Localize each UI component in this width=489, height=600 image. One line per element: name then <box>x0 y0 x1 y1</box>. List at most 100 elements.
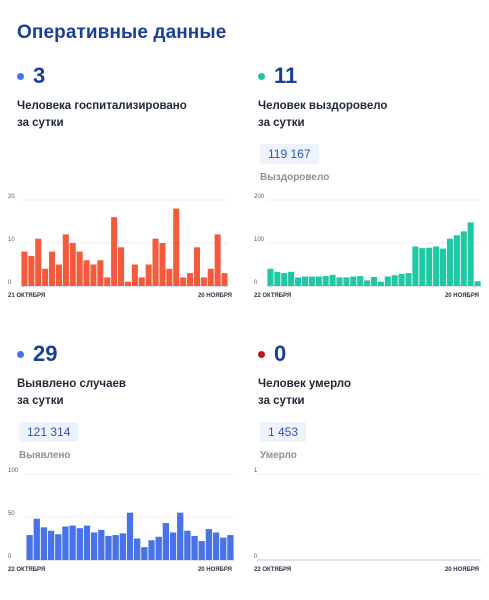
detected-caption-line2: за сутки <box>17 395 64 407</box>
bar <box>207 268 214 286</box>
bar <box>350 276 357 286</box>
x-axis-label: 20 НОЯБРЯ <box>445 293 479 299</box>
bar <box>33 518 40 560</box>
bar <box>83 260 90 286</box>
bar <box>419 248 426 286</box>
y-tick-label: 200 <box>254 194 265 200</box>
x-axis-label: 22 ОКТЯБРЯ <box>8 567 45 573</box>
bar <box>295 277 302 286</box>
bar <box>76 528 83 560</box>
bar <box>166 268 173 286</box>
detected-total-label: Выявлено <box>19 450 71 461</box>
recovered-caption-line1: Человек выздоровело <box>258 100 388 112</box>
hospitalized-caption-line2: за сутки <box>17 117 64 129</box>
bar <box>301 276 309 286</box>
y-tick-label: 10 <box>8 237 15 243</box>
bar <box>446 238 453 286</box>
deaths-total-value: 1 453 <box>260 422 307 442</box>
bar <box>391 275 398 286</box>
bar <box>177 512 184 560</box>
recovered-caption-line2: за сутки <box>258 117 305 129</box>
bar <box>138 277 145 286</box>
bar <box>134 538 141 560</box>
bar <box>336 277 343 286</box>
detected-panel: 29 Выявлено случаев за сутки 121 314 Выя… <box>17 342 242 461</box>
bar <box>267 268 274 286</box>
bar <box>426 247 433 286</box>
bar <box>112 535 119 560</box>
detected-total-value: 121 314 <box>19 422 79 442</box>
bar <box>62 526 69 560</box>
deaths-caption-line2: за сутки <box>258 395 305 407</box>
bar <box>322 276 329 286</box>
bar <box>180 277 187 286</box>
y-tick-label: 1 <box>254 468 258 474</box>
deaths-daily-number: 0 <box>274 341 287 366</box>
bar <box>90 264 97 286</box>
hospitalized-dot <box>17 72 24 80</box>
hospitalized-headline: 3 <box>17 64 242 88</box>
recovered-total-label: Выздоровело <box>260 172 330 183</box>
detected-daily-number: 29 <box>33 341 58 366</box>
bar <box>119 533 126 560</box>
bar <box>83 525 91 560</box>
bar <box>169 532 177 560</box>
bar <box>205 529 213 560</box>
bar <box>460 231 467 286</box>
bar <box>184 530 191 560</box>
bar <box>453 235 460 286</box>
y-tick-label: 0 <box>254 280 258 286</box>
bar <box>398 273 405 286</box>
bar <box>104 277 111 286</box>
bar <box>193 247 200 286</box>
bar <box>141 547 148 560</box>
hospitalized-caption-line1: Человека госпитализировано <box>17 100 187 112</box>
bar <box>131 264 138 286</box>
y-tick-label: 0 <box>8 554 12 560</box>
bar <box>220 537 227 560</box>
bar <box>364 280 371 286</box>
bar <box>200 277 207 286</box>
bar <box>35 238 42 286</box>
recovered-panel: 11 Человек выздоровело за сутки 119 167 … <box>258 64 483 183</box>
bar <box>42 268 49 286</box>
bar <box>198 541 205 560</box>
bar <box>467 222 474 286</box>
bar <box>126 512 134 560</box>
recovered-caption: Человек выздоровело за сутки <box>258 98 458 132</box>
hospitalized-bar-chart: 0 10 20 21 ОКТЯБРЯ 20 НОЯБРЯ <box>8 194 232 299</box>
bar <box>343 277 350 286</box>
bar <box>214 234 221 286</box>
bar <box>69 243 76 286</box>
x-axis-label: 20 НОЯБРЯ <box>198 567 232 573</box>
bar <box>118 247 125 286</box>
x-axis-label: 22 ОКТЯБРЯ <box>254 293 291 299</box>
y-tick-label: 100 <box>8 468 19 474</box>
bar <box>49 251 56 286</box>
recovered-bar-chart: 0 100 200 22 ОКТЯБРЯ 20 НОЯБРЯ <box>254 194 481 299</box>
bar <box>357 276 364 286</box>
deaths-bar-chart: 0 1 22 ОКТЯБРЯ 20 НОЯБРЯ <box>254 468 481 573</box>
page-title: Оперативные данные <box>17 22 227 43</box>
detected-headline: 29 <box>17 342 242 366</box>
bar <box>173 208 180 286</box>
recovered-total-value: 119 167 <box>260 144 319 164</box>
bar <box>111 217 118 286</box>
bar <box>315 276 322 286</box>
x-axis-label: 20 НОЯБРЯ <box>198 293 232 299</box>
bar <box>90 532 98 560</box>
bar <box>433 246 440 286</box>
bar <box>152 238 159 286</box>
deaths-total-label: Умерло <box>260 450 297 461</box>
deaths-dot <box>258 350 265 358</box>
bar <box>191 535 198 560</box>
bar <box>439 248 447 286</box>
y-tick-label: 0 <box>8 280 12 286</box>
y-tick-label: 20 <box>8 194 15 200</box>
recovered-dot <box>258 72 265 80</box>
bar <box>412 246 419 286</box>
bar <box>62 234 69 286</box>
bar <box>288 271 295 286</box>
recovered-daily-number: 11 <box>274 63 298 88</box>
deaths-caption: Человек умерло за сутки <box>258 376 458 410</box>
